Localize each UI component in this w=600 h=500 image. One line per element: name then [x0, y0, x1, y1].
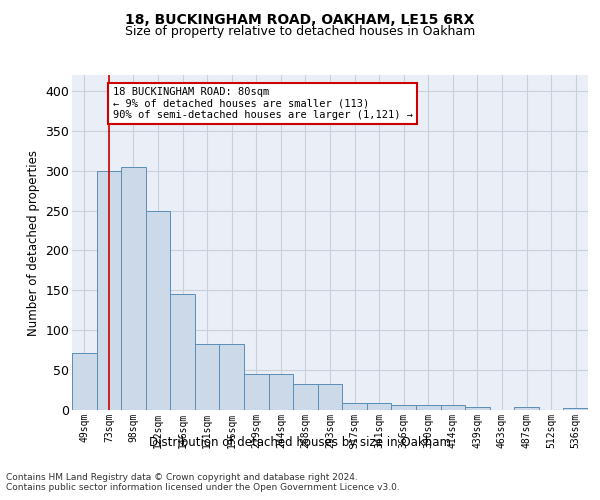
Bar — [269, 374, 293, 410]
Bar — [563, 408, 588, 410]
Bar — [195, 344, 220, 410]
Text: Size of property relative to detached houses in Oakham: Size of property relative to detached ho… — [125, 25, 475, 38]
Text: 18, BUCKINGHAM ROAD, OAKHAM, LE15 6RX: 18, BUCKINGHAM ROAD, OAKHAM, LE15 6RX — [125, 12, 475, 26]
Bar — [514, 407, 539, 410]
Text: Contains HM Land Registry data © Crown copyright and database right 2024.
Contai: Contains HM Land Registry data © Crown c… — [6, 472, 400, 492]
Bar — [391, 405, 416, 410]
Text: Distribution of detached houses by size in Oakham: Distribution of detached houses by size … — [149, 436, 451, 449]
Bar — [342, 403, 367, 410]
Y-axis label: Number of detached properties: Number of detached properties — [27, 150, 40, 336]
Text: 18 BUCKINGHAM ROAD: 80sqm
← 9% of detached houses are smaller (113)
90% of semi-: 18 BUCKINGHAM ROAD: 80sqm ← 9% of detach… — [113, 87, 413, 120]
Bar — [97, 170, 121, 410]
Bar — [146, 212, 170, 410]
Bar — [293, 384, 318, 410]
Bar — [416, 405, 440, 410]
Bar — [72, 352, 97, 410]
Bar — [440, 405, 465, 410]
Bar — [367, 403, 391, 410]
Bar — [318, 384, 342, 410]
Bar — [121, 166, 146, 410]
Bar — [465, 407, 490, 410]
Bar — [220, 344, 244, 410]
Bar — [244, 374, 269, 410]
Bar — [170, 294, 195, 410]
